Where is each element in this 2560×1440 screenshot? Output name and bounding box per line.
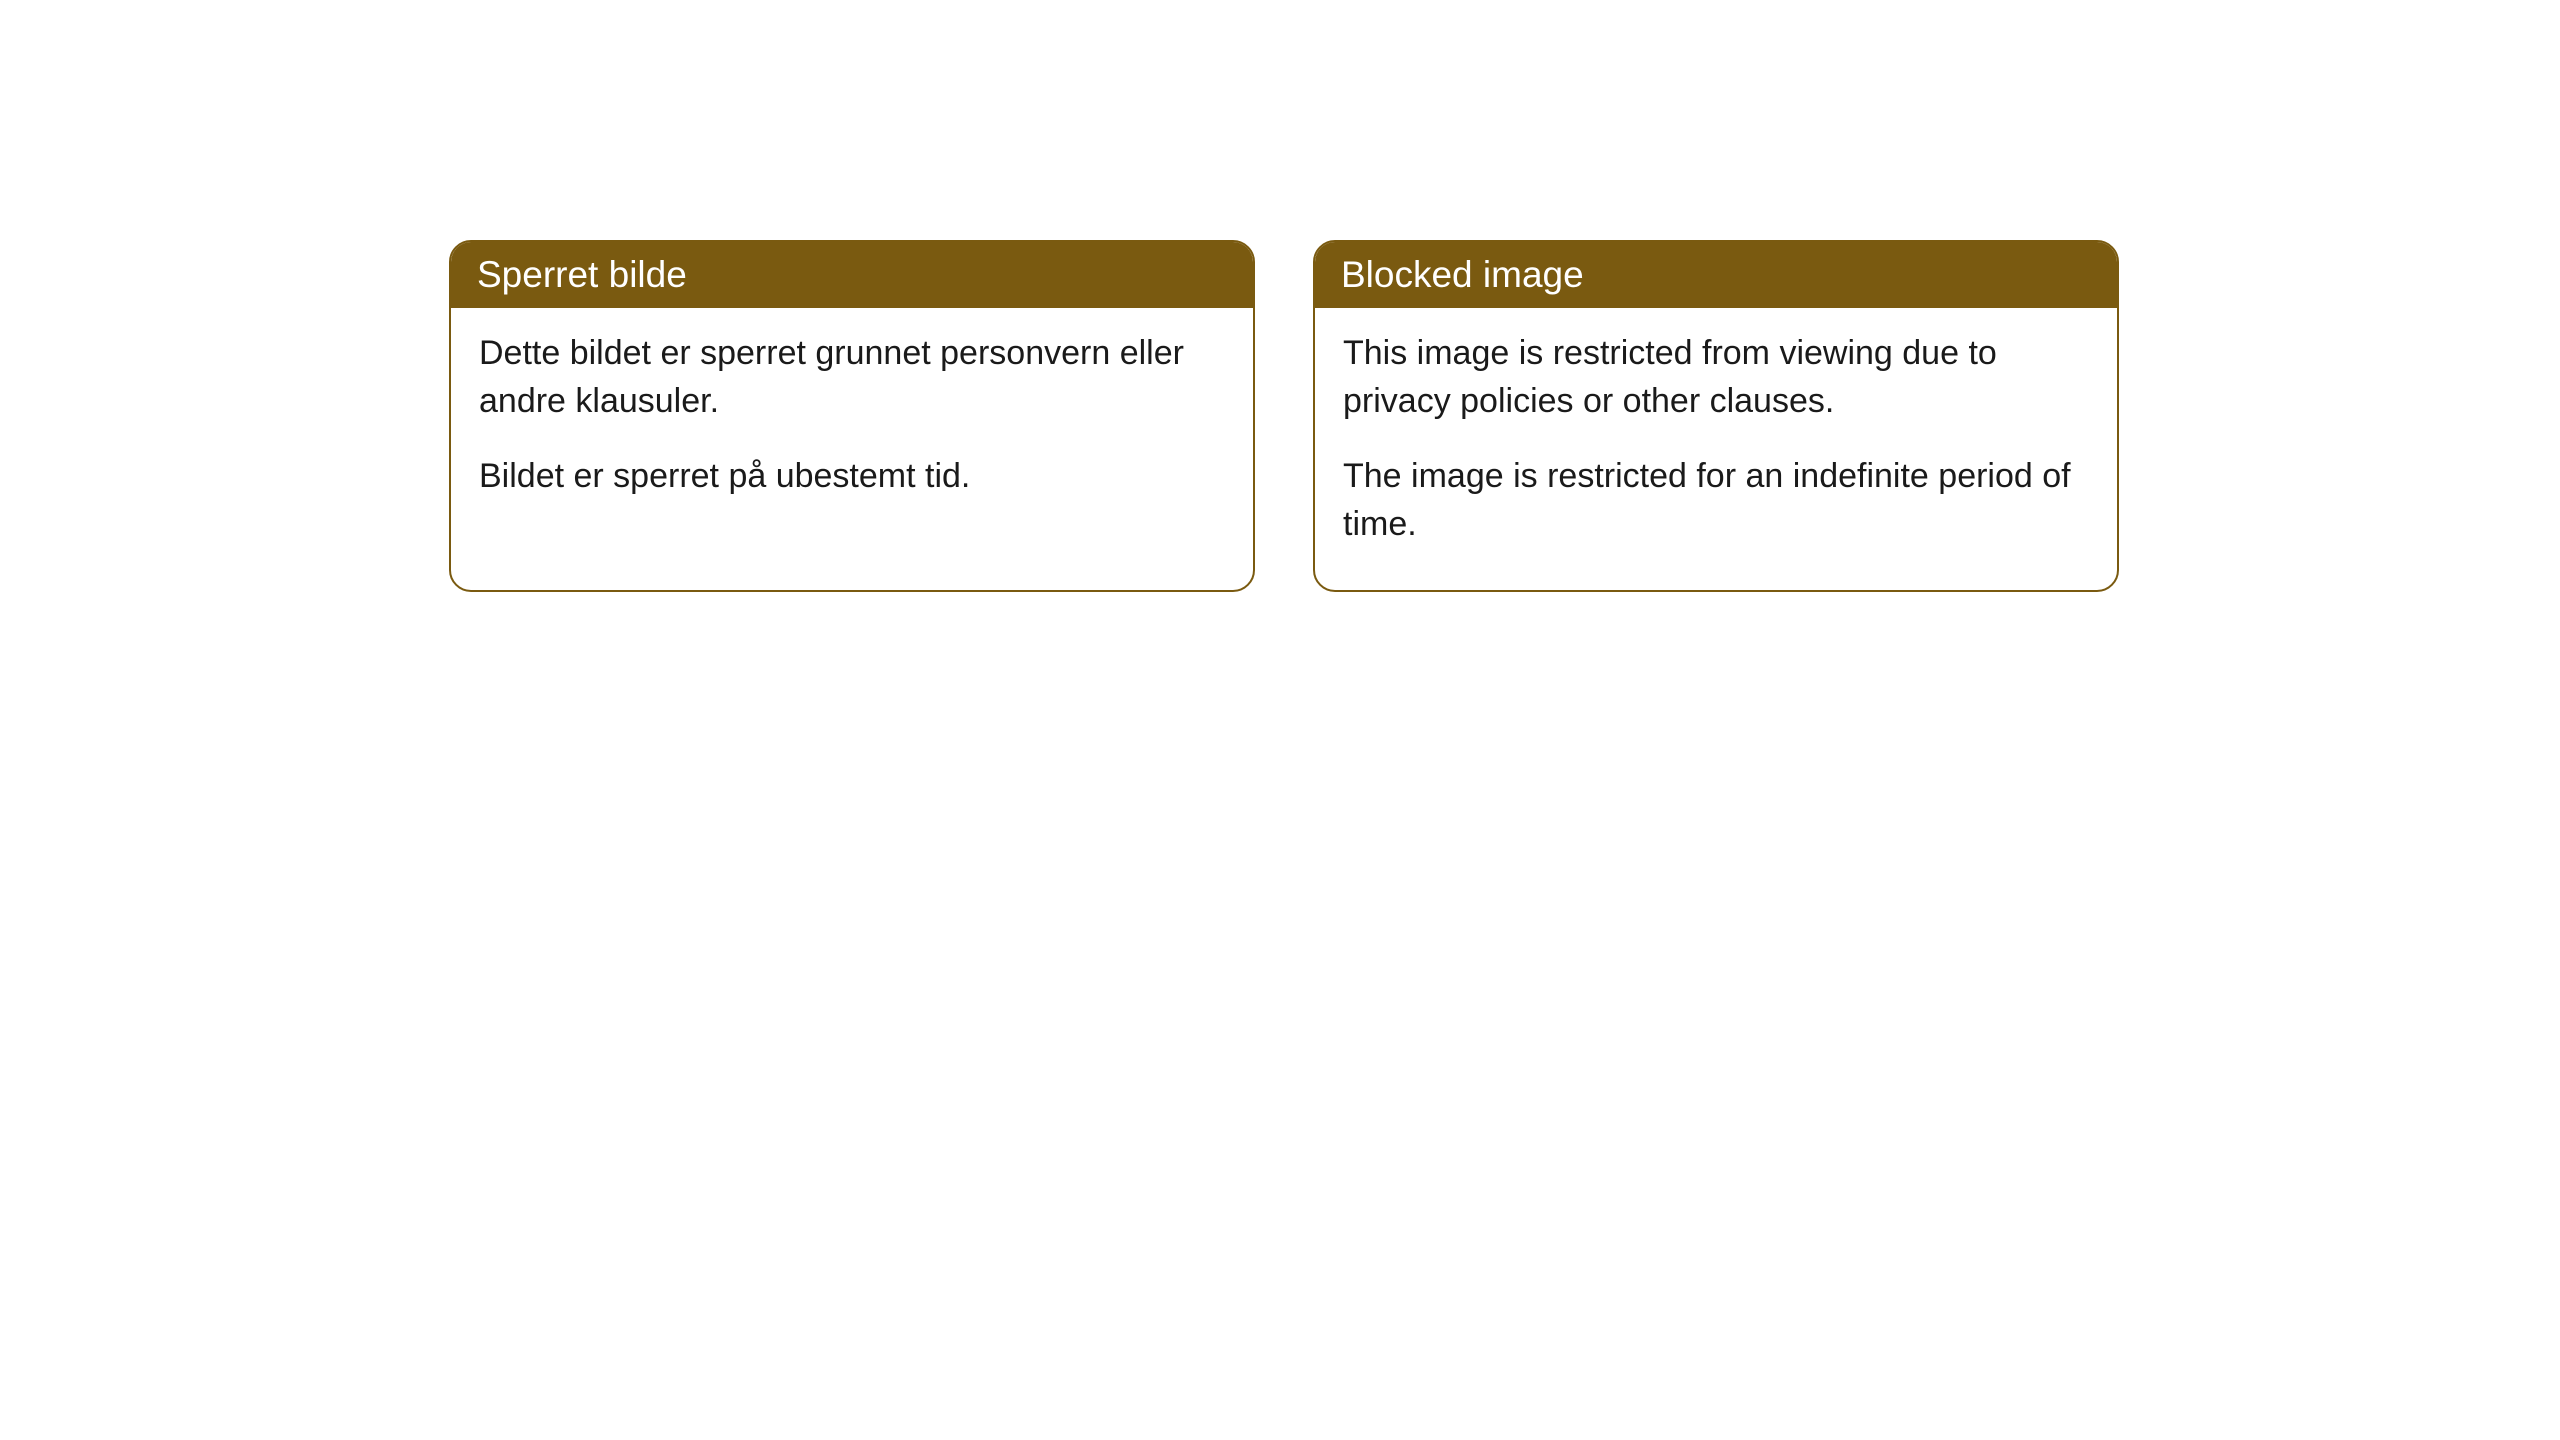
- card-paragraph: Bildet er sperret på ubestemt tid.: [479, 453, 1225, 501]
- card-paragraph: This image is restricted from viewing du…: [1343, 330, 2089, 425]
- blocked-image-card-en: Blocked image This image is restricted f…: [1313, 240, 2119, 592]
- card-paragraph: Dette bildet er sperret grunnet personve…: [479, 330, 1225, 425]
- card-header: Blocked image: [1315, 242, 2117, 308]
- notice-cards-container: Sperret bilde Dette bildet er sperret gr…: [0, 0, 2560, 592]
- card-paragraph: The image is restricted for an indefinit…: [1343, 453, 2089, 548]
- card-body: Dette bildet er sperret grunnet personve…: [451, 308, 1253, 543]
- card-title: Sperret bilde: [477, 254, 687, 295]
- blocked-image-card-no: Sperret bilde Dette bildet er sperret gr…: [449, 240, 1255, 592]
- card-title: Blocked image: [1341, 254, 1584, 295]
- card-body: This image is restricted from viewing du…: [1315, 308, 2117, 590]
- card-header: Sperret bilde: [451, 242, 1253, 308]
